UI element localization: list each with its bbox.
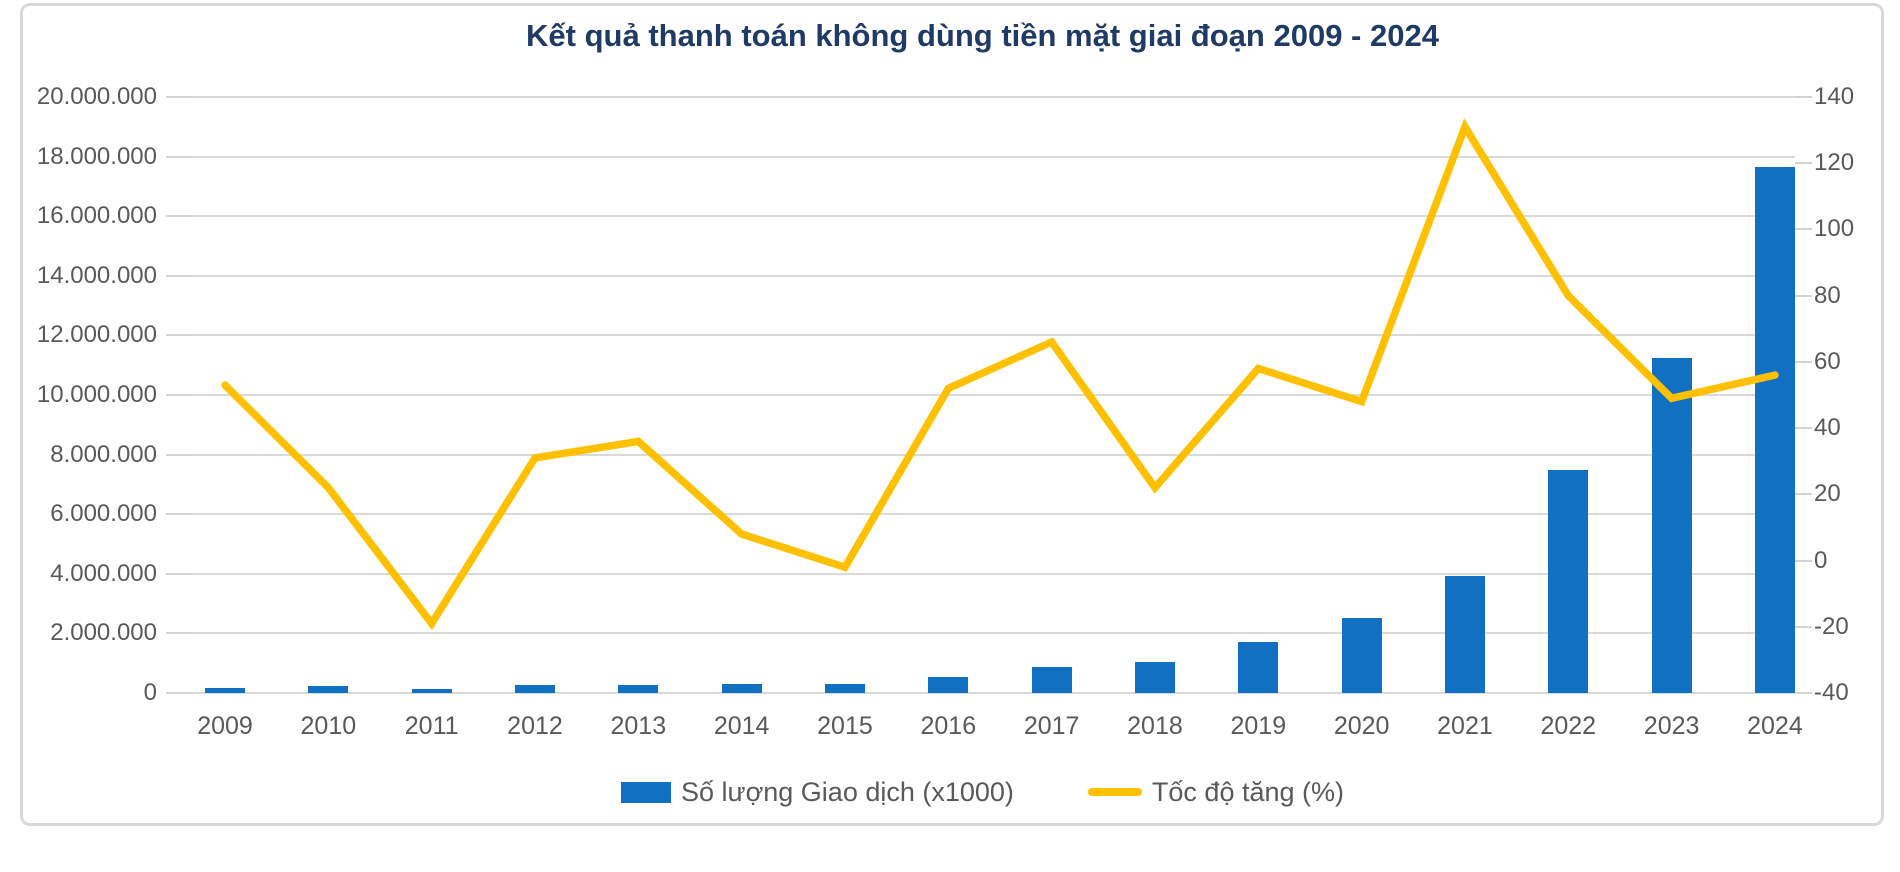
right-axis-tick-label: 0 — [1814, 546, 1828, 574]
x-axis-year-label: 2022 — [1540, 712, 1597, 740]
bar-2018 — [1134, 661, 1175, 693]
bar-2012 — [514, 685, 555, 693]
bar-2011 — [411, 689, 452, 693]
x-axis-year-label: 2009 — [197, 712, 253, 740]
left-axis-tick — [166, 453, 192, 456]
gridline — [170, 215, 1795, 218]
x-axis-year-label: 2023 — [1643, 712, 1700, 740]
line-series-swatch — [1087, 788, 1142, 796]
bar-2019 — [1238, 642, 1279, 693]
x-axis-year-label: 2012 — [507, 712, 563, 740]
left-axis-tick-label: 4.000.000 — [50, 559, 157, 587]
legend-item-growth: Tốc độ tăng (%) — [1087, 776, 1345, 808]
legend-label-growth: Tốc độ tăng (%) — [1151, 776, 1345, 807]
x-axis-year-label: 2015 — [817, 712, 873, 740]
x-axis-year-label: 2010 — [300, 712, 357, 740]
left-axis-tick-label: 16.000.000 — [36, 202, 157, 230]
bar-2009 — [205, 687, 245, 693]
bar-2016 — [928, 676, 969, 693]
left-axis-tick — [166, 155, 192, 158]
left-axis-tick-label: 18.000.000 — [36, 142, 157, 170]
bar-2023 — [1651, 358, 1692, 693]
right-axis-tick — [1795, 427, 1812, 430]
gridline — [170, 453, 1795, 456]
left-axis-tick-label: 14.000.000 — [36, 261, 157, 289]
left-axis-tick-label: 8.000.000 — [50, 440, 157, 468]
x-axis-year-label: 2020 — [1333, 712, 1390, 740]
left-axis-tick-label: 6.000.000 — [50, 500, 157, 528]
left-axis-tick — [166, 632, 192, 635]
right-axis-tick-label: 100 — [1814, 215, 1855, 243]
bar-series-swatch — [620, 781, 671, 803]
x-axis-year-label: 2013 — [610, 712, 667, 740]
right-axis-tick — [1795, 692, 1812, 694]
right-axis-tick — [1795, 559, 1812, 562]
right-axis-tick — [1795, 162, 1812, 165]
left-axis-tick — [166, 692, 192, 694]
left-axis-tick-label: 20.000.000 — [36, 83, 157, 110]
left-axis-tick-label: 2.000.000 — [50, 619, 157, 647]
gridline — [170, 572, 1795, 575]
x-axis-year-label: 2014 — [713, 712, 770, 740]
left-axis-tick — [166, 394, 192, 396]
bar-2017 — [1031, 667, 1072, 693]
gridline — [170, 394, 1795, 396]
bar-2022 — [1548, 470, 1589, 693]
left-axis-tick — [166, 334, 192, 337]
left-axis-tick — [166, 513, 192, 516]
legend-label-transactions: Số lượng Giao dịch (x1000) — [680, 776, 1014, 807]
gridline — [170, 632, 1795, 635]
gridline — [170, 334, 1795, 337]
right-axis-tick-label: 140 — [1814, 83, 1855, 110]
bar-2010 — [308, 685, 349, 693]
x-axis-year-label: 2016 — [920, 712, 977, 740]
x-axis-year-label: 2018 — [1127, 712, 1183, 740]
left-axis-tick-label: 0 — [143, 679, 157, 706]
right-axis-tick — [1795, 493, 1812, 496]
bar-2013 — [618, 685, 659, 693]
gridline — [170, 274, 1795, 277]
gridline — [170, 692, 1795, 694]
right-axis-tick — [1795, 294, 1812, 297]
bar-2015 — [824, 684, 865, 693]
right-axis-tick-label: -40 — [1814, 679, 1849, 706]
left-axis-tick — [166, 215, 192, 218]
x-axis-year-label: 2019 — [1230, 712, 1287, 740]
left-axis-tick — [166, 572, 192, 575]
left-axis-tick — [166, 274, 192, 277]
bar-2021 — [1444, 575, 1485, 693]
x-axis-year-label: 2017 — [1023, 712, 1080, 740]
left-axis-tick-label: 10.000.000 — [36, 381, 157, 408]
legend: Số lượng Giao dịch (x1000) Tốc độ tăng (… — [170, 772, 1795, 812]
gridline — [170, 155, 1795, 158]
right-axis-tick — [1795, 228, 1812, 231]
right-axis-tick-label: 60 — [1814, 347, 1841, 375]
left-axis-tick — [166, 96, 192, 98]
x-axis-year-label: 2021 — [1437, 712, 1493, 740]
x-axis-year-label: 2011 — [404, 712, 459, 740]
bar-2024 — [1754, 167, 1795, 693]
gridline — [170, 513, 1795, 516]
right-axis-tick-label: 40 — [1814, 414, 1841, 442]
right-axis-tick — [1795, 360, 1812, 363]
right-axis-tick-label: -20 — [1814, 612, 1849, 640]
chart-title: Kết quả thanh toán không dùng tiền mặt g… — [526, 18, 1439, 53]
x-axis-year-label: 2024 — [1747, 712, 1803, 740]
gridline — [170, 96, 1795, 98]
right-axis-tick-label: 20 — [1814, 480, 1841, 508]
right-axis-tick-label: 80 — [1814, 281, 1841, 309]
bar-2014 — [721, 684, 762, 693]
left-axis-tick-label: 12.000.000 — [36, 321, 157, 349]
right-axis-tick — [1795, 96, 1812, 98]
bar-2020 — [1341, 618, 1382, 693]
right-axis-tick-label: 120 — [1814, 149, 1855, 177]
right-axis-tick — [1795, 625, 1812, 628]
growth-line — [221, 118, 1779, 631]
legend-item-transactions: Số lượng Giao dịch (x1000) — [620, 776, 1014, 808]
